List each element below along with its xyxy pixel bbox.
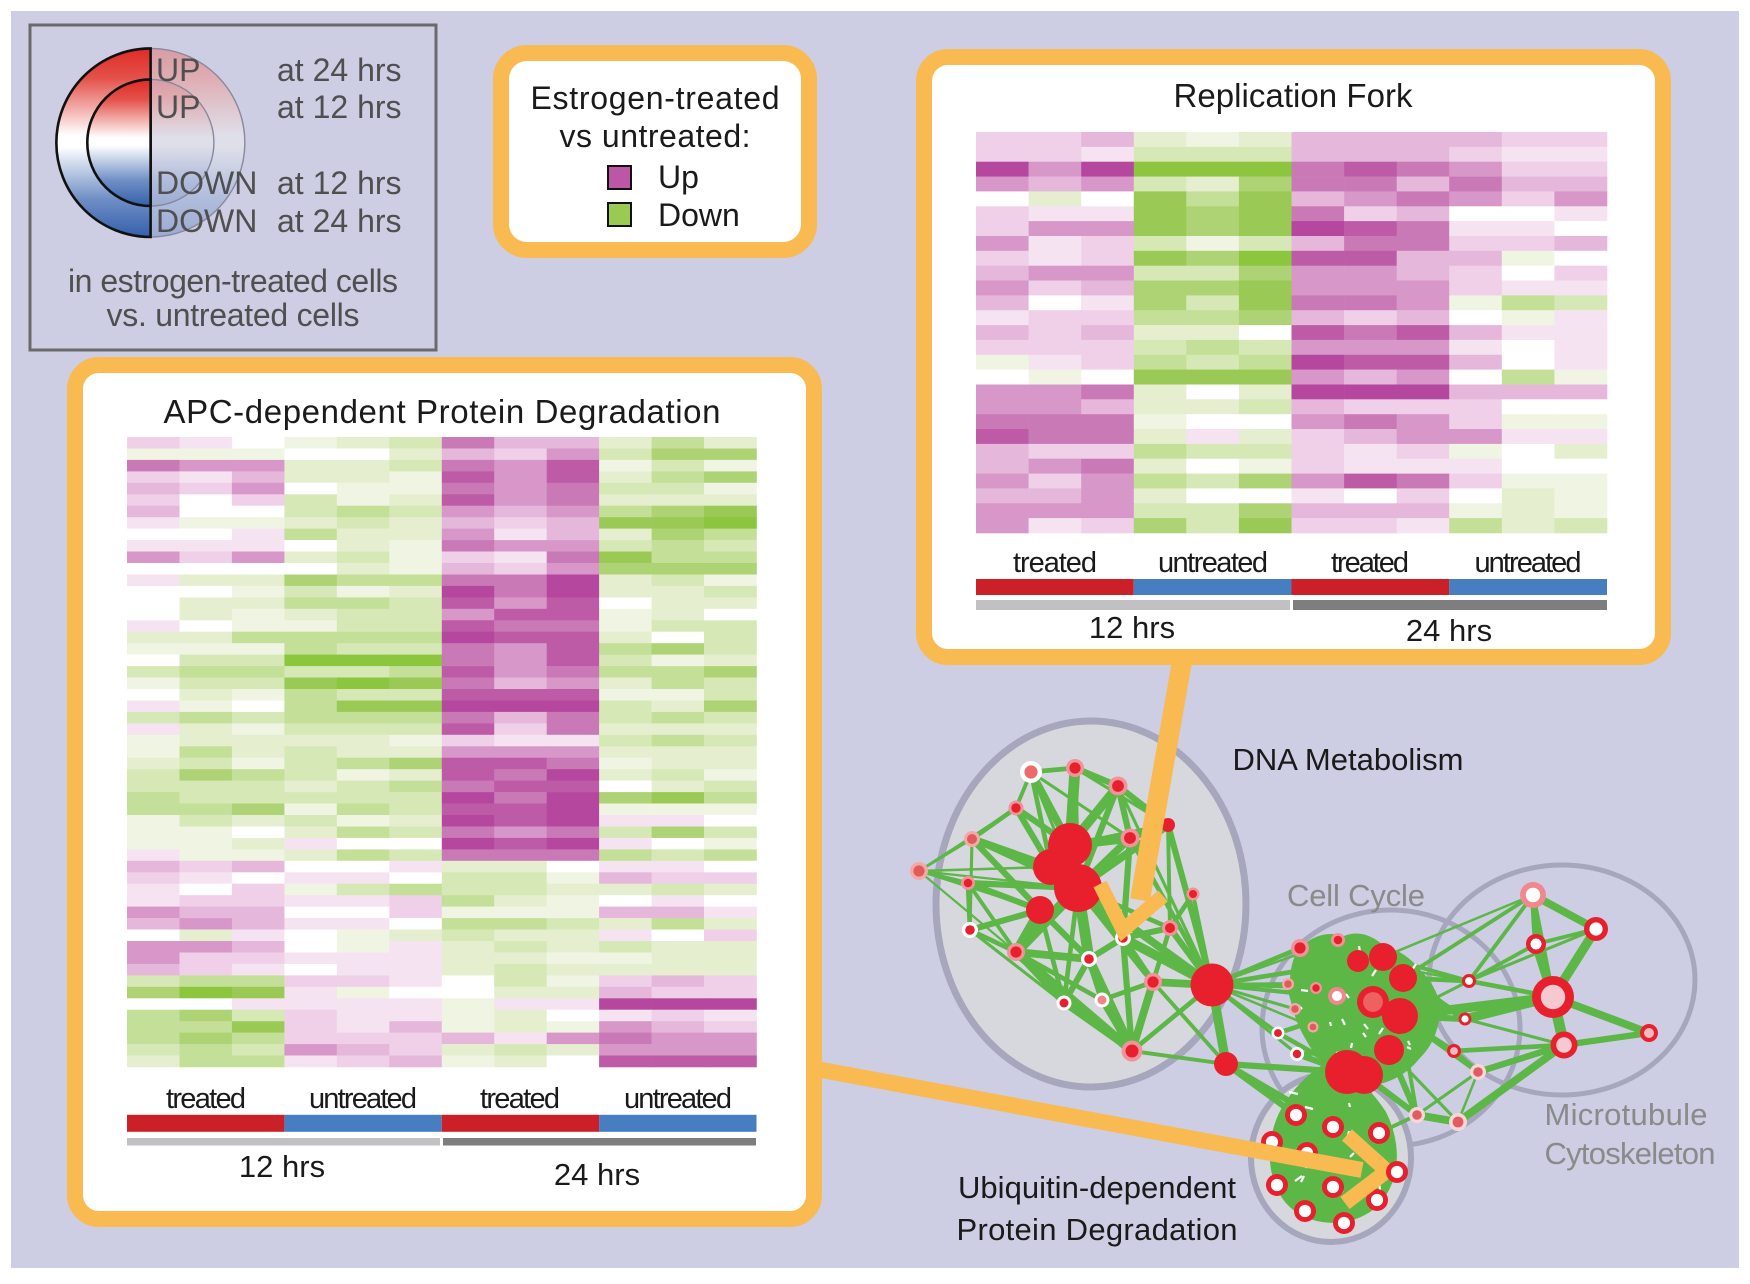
svg-text:untreated: untreated [1158,547,1268,579]
svg-text:Replication Fork: Replication Fork [1174,77,1414,114]
svg-text:Estrogen-treated: Estrogen-treated [531,80,780,116]
svg-text:DOWN: DOWN [156,165,257,201]
svg-text:12 hrs: 12 hrs [239,1149,325,1184]
svg-text:at 12 hrs: at 12 hrs [277,89,402,125]
svg-text:untreated: untreated [1475,547,1582,579]
svg-text:at 24 hrs: at 24 hrs [277,203,402,239]
svg-text:treated: treated [480,1083,560,1115]
svg-text:treated: treated [1331,547,1409,579]
svg-text:24 hrs: 24 hrs [1406,613,1492,648]
svg-text:DNA Metabolism: DNA Metabolism [1233,742,1464,777]
svg-text:DOWN: DOWN [156,203,257,239]
svg-text:in estrogen-treated cells: in estrogen-treated cells [68,263,398,299]
svg-text:Protein Degradation: Protein Degradation [957,1212,1238,1247]
svg-text:untreated: untreated [624,1083,732,1115]
svg-text:untreated: untreated [309,1083,417,1115]
svg-text:at 12 hrs: at 12 hrs [277,165,402,201]
svg-text:Microtubule: Microtubule [1545,1097,1708,1132]
svg-text:treated: treated [166,1083,246,1115]
svg-text:12 hrs: 12 hrs [1089,610,1175,645]
svg-text:vs untreated:: vs untreated: [560,118,751,154]
svg-text:UP: UP [156,52,200,88]
svg-text:Cytoskeleton: Cytoskeleton [1545,1136,1716,1171]
svg-text:24 hrs: 24 hrs [554,1157,640,1192]
svg-text:at 24 hrs: at 24 hrs [277,52,402,88]
svg-text:Ubiquitin-dependent: Ubiquitin-dependent [958,1170,1236,1205]
svg-text:Up: Up [658,159,699,195]
svg-text:vs. untreated cells: vs. untreated cells [107,297,360,333]
svg-text:UP: UP [156,89,200,125]
svg-text:Cell Cycle: Cell Cycle [1287,878,1425,913]
svg-text:treated: treated [1013,547,1097,579]
svg-text:APC-dependent Protein Degradat: APC-dependent Protein Degradation [164,393,721,430]
svg-text:Down: Down [658,197,740,233]
